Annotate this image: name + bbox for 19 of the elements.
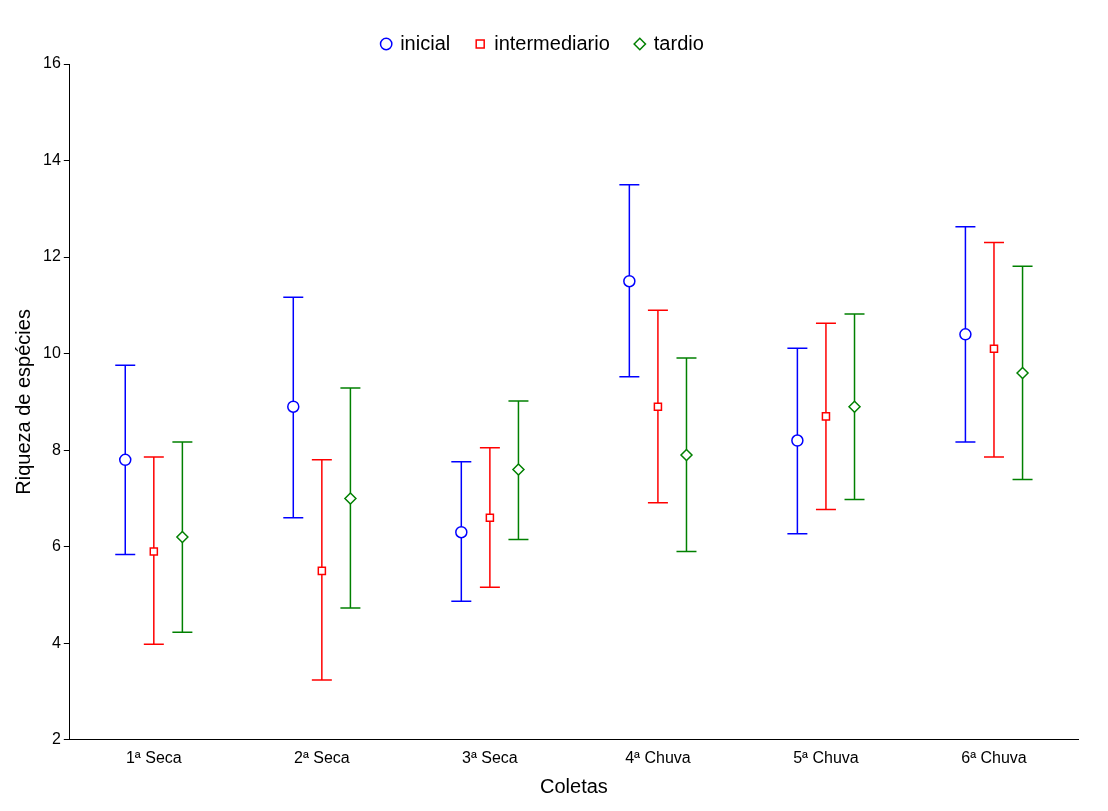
x-tick-label: 2ª Seca bbox=[293, 748, 350, 766]
y-tick-label: 14 bbox=[43, 150, 61, 168]
y-tick-label: 10 bbox=[43, 344, 61, 362]
x-tick-label: 4ª Chuva bbox=[625, 748, 691, 766]
y-tick-label: 6 bbox=[51, 537, 61, 555]
x-tick-label: 5ª Chuva bbox=[793, 748, 859, 766]
y-tick-label: 4 bbox=[51, 633, 61, 651]
x-tick-label: 3ª Seca bbox=[462, 748, 518, 766]
legend-label: tardio bbox=[653, 31, 704, 54]
y-tick-label: 2 bbox=[51, 730, 61, 748]
legend-label: inicial bbox=[400, 31, 451, 54]
y-tick-label: 8 bbox=[51, 440, 61, 458]
y-axis-title: Riqueza de espécies bbox=[11, 309, 34, 495]
y-tick-label: 12 bbox=[43, 247, 61, 265]
x-tick-label: 6ª Chuva bbox=[961, 748, 1027, 766]
x-tick-label: 1ª Seca bbox=[125, 748, 182, 766]
y-tick-label: 16 bbox=[43, 54, 61, 72]
x-axis-title: Coletas bbox=[539, 774, 608, 797]
legend-label: intermediario bbox=[494, 31, 610, 54]
